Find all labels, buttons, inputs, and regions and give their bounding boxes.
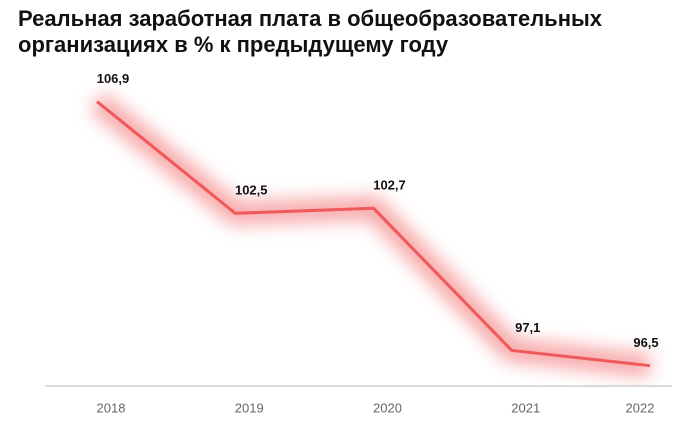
x-tick-label: 2020 [373,400,402,415]
data-label: 97,1 [515,320,540,335]
data-label: 96,5 [633,335,658,350]
data-label: 102,5 [235,183,268,198]
chart-title: Реальная заработная плата в общеобразова… [18,6,603,57]
x-tick-label: 2019 [235,400,264,415]
x-tick-label: 2021 [511,400,540,415]
x-tick-label: 2022 [626,400,655,415]
x-tick-label: 2018 [97,400,126,415]
data-label: 102,7 [373,178,406,193]
line-glow [90,92,652,377]
line [96,100,651,368]
data-label: 106,9 [97,71,130,86]
